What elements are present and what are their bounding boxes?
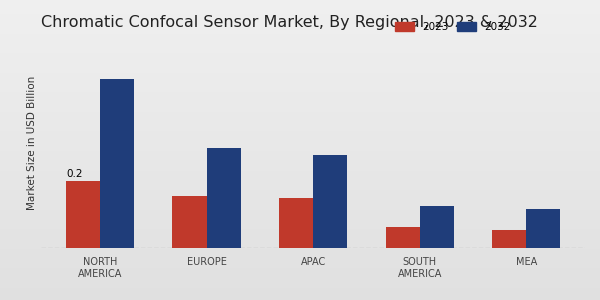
Y-axis label: Market Size in USD Billion: Market Size in USD Billion <box>27 76 37 210</box>
Bar <box>206 148 241 248</box>
Bar <box>386 227 419 248</box>
Bar <box>279 198 313 248</box>
Bar <box>100 79 134 248</box>
Bar <box>526 209 560 248</box>
Bar <box>313 155 347 248</box>
Bar <box>419 206 454 248</box>
Bar <box>492 230 526 248</box>
Legend: 2023, 2032: 2023, 2032 <box>391 18 515 36</box>
Text: 0.2: 0.2 <box>66 169 82 179</box>
Bar <box>172 196 206 248</box>
Text: Chromatic Confocal Sensor Market, By Regional, 2023 & 2032: Chromatic Confocal Sensor Market, By Reg… <box>41 15 538 30</box>
Bar <box>66 181 100 248</box>
